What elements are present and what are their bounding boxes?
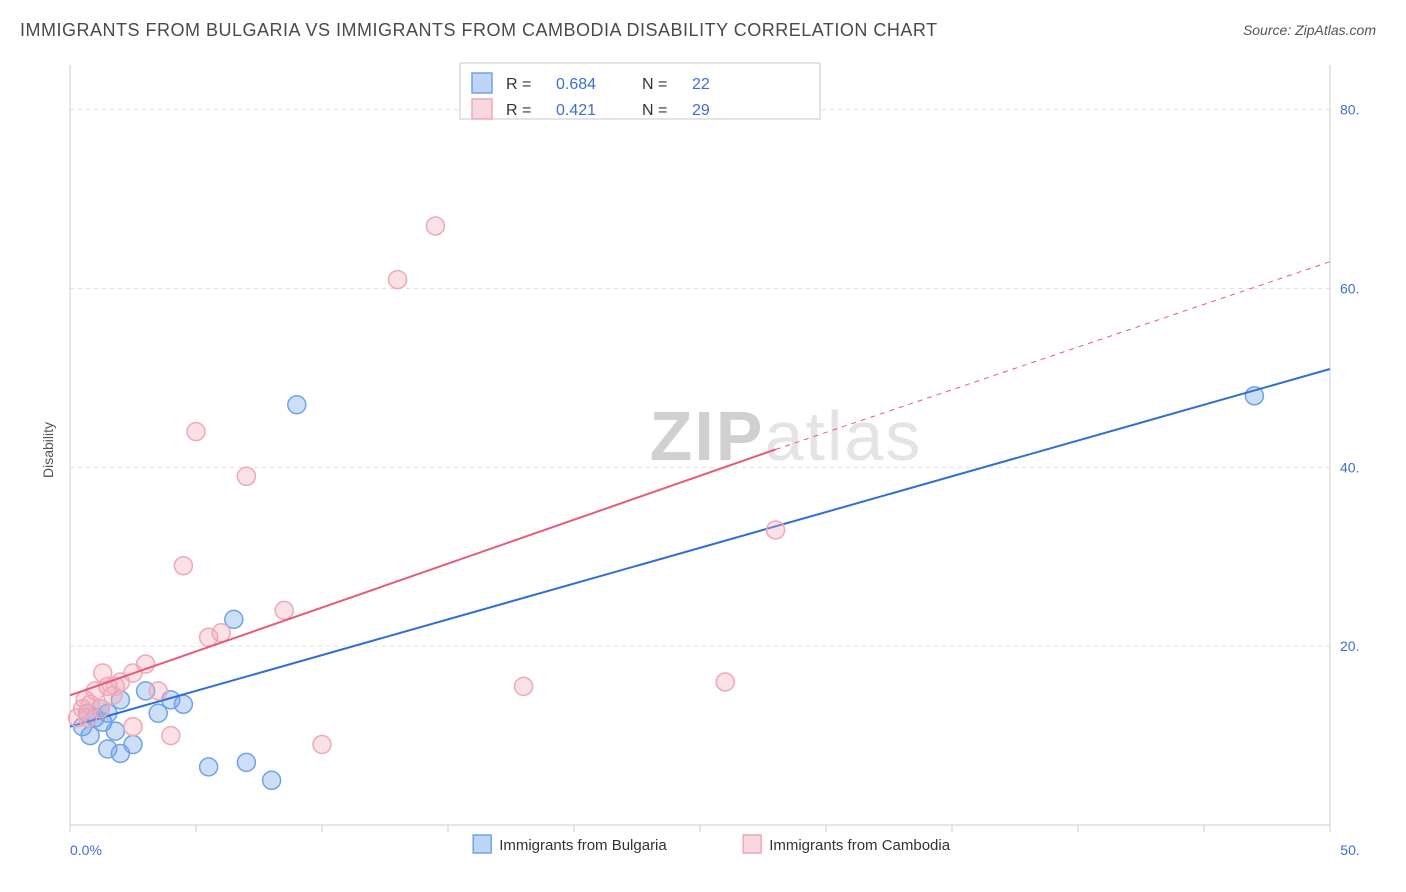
svg-text:Immigrants from Bulgaria: Immigrants from Bulgaria	[499, 837, 667, 854]
scatter-chart: 20.0% 40.0% 60.0% 80.0% 0.0% 50.0% ZIPatlas R =…	[50, 55, 1360, 875]
svg-text:20.0%: 20.0%	[1340, 638, 1360, 654]
svg-text:N =: N =	[642, 102, 667, 119]
y-axis-label: Disability	[40, 422, 56, 478]
svg-text:60.0%: 60.0%	[1340, 281, 1360, 297]
chart-title: IMMIGRANTS FROM BULGARIA VS IMMIGRANTS F…	[20, 20, 938, 41]
svg-text:0.684: 0.684	[556, 76, 596, 93]
svg-text:R =: R =	[506, 76, 531, 93]
svg-text:22: 22	[692, 76, 710, 93]
svg-text:40.0%: 40.0%	[1340, 459, 1360, 475]
svg-text:R =: R =	[506, 102, 531, 119]
svg-text:29: 29	[692, 102, 710, 119]
chart-container: Disability 20.0%40.0%60.0%80.0%0.0%50.0%…	[50, 55, 1360, 845]
svg-text:0.421: 0.421	[556, 102, 596, 119]
svg-text:80.0%: 80.0%	[1340, 102, 1360, 118]
svg-text:N =: N =	[642, 76, 667, 93]
source-attribution: Source: ZipAtlas.com	[1243, 22, 1376, 38]
svg-text:ZIPatlas: ZIPatlas	[650, 397, 923, 475]
svg-text:50.0%: 50.0%	[1340, 842, 1360, 858]
svg-text:0.0%: 0.0%	[70, 842, 102, 858]
svg-text:Immigrants from Cambodia: Immigrants from Cambodia	[769, 837, 951, 854]
